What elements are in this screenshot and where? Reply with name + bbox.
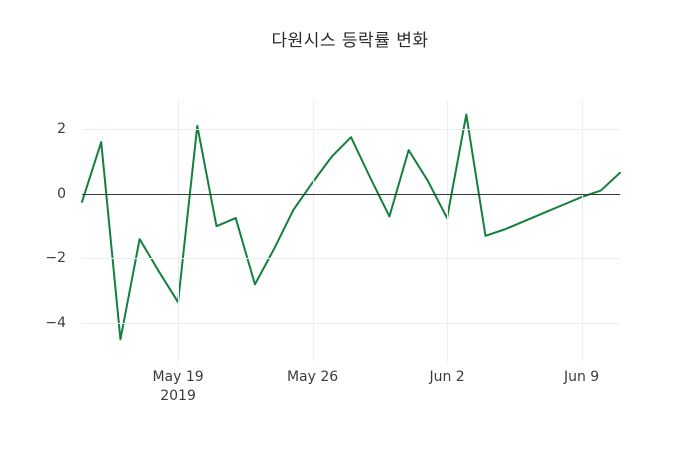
grid-line-vertical (178, 100, 180, 362)
x-tick-label: May 19 (152, 369, 204, 385)
x-tick-group: Jun 9 (564, 368, 599, 387)
y-tick-label: −2 (45, 250, 66, 267)
y-tick-label: 2 (57, 121, 66, 138)
grid-line-vertical (312, 100, 314, 362)
grid-line-vertical (581, 100, 583, 362)
x-tick-label: May 26 (286, 369, 339, 385)
y-tick-label: −4 (45, 315, 66, 332)
x-tick-label: Jun 2 (429, 369, 465, 385)
series-line (81, 113, 621, 341)
y-tick-label: 0 (57, 185, 66, 202)
x-tick-group: May 19 2019 (152, 368, 203, 406)
grid-line-vertical (447, 100, 449, 362)
zero-baseline (82, 193, 620, 195)
x-tick-group: Jun 2 (429, 368, 464, 387)
x-tick-label: Jun 9 (563, 369, 600, 385)
grid-line-horizontal (82, 323, 620, 325)
x-tick-group: May 26 (287, 368, 338, 387)
grid-line-horizontal (82, 129, 620, 131)
grid-line-horizontal (82, 258, 620, 260)
plot-area (81, 100, 621, 362)
x-tick-sublabel: 2019 (160, 388, 196, 404)
x-axis: May 19 2019 May 26 Jun 2 Jun 9 (0, 368, 700, 428)
y-axis: 2 0 −2 −4 (0, 100, 76, 362)
chart-title: 다원시스 등락률 변화 (271, 31, 429, 51)
